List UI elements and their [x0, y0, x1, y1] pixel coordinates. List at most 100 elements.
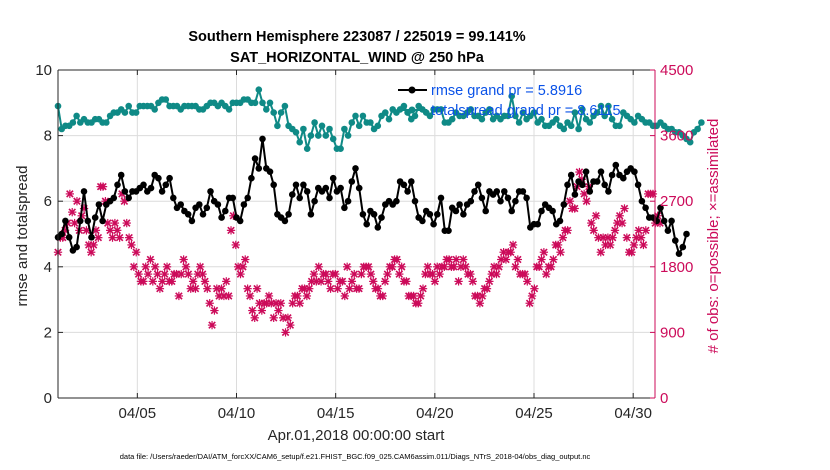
rmse-point — [605, 188, 612, 195]
obs-marker — [108, 233, 117, 242]
obs-marker — [357, 269, 366, 279]
rmse-point — [155, 174, 162, 182]
obs-marker — [72, 197, 82, 206]
rmse-point — [77, 217, 84, 225]
obs-marker — [549, 255, 558, 264]
rmse-point — [65, 234, 73, 241]
obs-marker — [122, 218, 131, 228]
totalspread-point — [303, 145, 311, 152]
obs-marker — [565, 197, 575, 206]
obs-marker — [347, 277, 357, 286]
rmse-point — [207, 188, 214, 195]
totalspread-point — [318, 122, 326, 130]
rmse-point — [482, 207, 490, 215]
obs-marker — [205, 299, 214, 308]
obs-marker — [162, 262, 172, 271]
obs-marker — [115, 233, 124, 242]
totalspread-point — [515, 119, 523, 126]
obs-marker — [132, 248, 141, 257]
totalspread-point — [359, 112, 367, 120]
obs-marker — [295, 299, 304, 308]
rmse-point — [493, 188, 501, 195]
rmse-point — [80, 188, 88, 195]
obs-marker — [333, 284, 342, 293]
rmse-point — [411, 197, 419, 205]
obs-marker — [534, 262, 544, 271]
obs-marker — [286, 320, 295, 330]
obs-marker — [283, 313, 293, 322]
obs-marker — [210, 306, 219, 315]
obs-marker — [591, 211, 601, 220]
y-tick-label-left: 6 — [44, 193, 52, 210]
rmse-point — [73, 243, 80, 251]
obs-marker — [537, 255, 546, 264]
obs-marker — [203, 284, 212, 293]
rmse-point — [675, 250, 683, 257]
rmse-point — [400, 181, 408, 189]
totalspread-point — [512, 112, 519, 120]
obs-marker — [461, 262, 470, 271]
rmse-point — [311, 197, 318, 205]
rmse-point — [564, 181, 571, 189]
obs-marker — [508, 240, 518, 250]
obs-marker — [546, 262, 556, 271]
obs-marker — [523, 277, 532, 286]
totalspread-point — [504, 112, 512, 120]
obs-marker — [648, 189, 658, 199]
rmse-point — [668, 217, 675, 225]
obs-marker — [331, 269, 340, 279]
rmse-point — [289, 191, 296, 198]
obs-marker — [475, 299, 485, 308]
rmse-point — [95, 201, 103, 208]
obs-marker — [198, 269, 207, 279]
y-tick-label-right: 0 — [660, 390, 668, 407]
rmse-point — [512, 197, 519, 205]
totalspread-point — [151, 106, 158, 113]
obs-marker — [276, 299, 285, 308]
rmse-point — [631, 168, 638, 175]
rmse-point — [601, 181, 608, 189]
obs-marker — [369, 277, 378, 286]
obs-marker — [395, 269, 404, 279]
obs-marker — [350, 269, 359, 279]
rmse-point — [404, 188, 411, 195]
obs-marker — [388, 262, 397, 271]
obs-marker — [409, 291, 418, 301]
rmse-point — [255, 165, 263, 172]
totalspread-point — [103, 119, 110, 126]
obs-marker — [124, 233, 134, 242]
legend-spread-label: totalspread grand pr = 8.6115 — [431, 103, 621, 119]
y-axis-label-left: rmse and totalspread — [14, 166, 31, 307]
totalspread-point — [567, 122, 575, 130]
totalspread-point — [448, 115, 456, 123]
obs-marker — [324, 277, 333, 286]
totalspread-point — [631, 119, 638, 126]
rmse-point — [218, 214, 225, 221]
obs-marker — [143, 269, 153, 279]
obs-marker — [153, 269, 162, 279]
axes — [57, 69, 656, 399]
obs-marker — [196, 262, 205, 271]
obs-marker — [127, 240, 136, 250]
rmse-point — [344, 197, 352, 205]
rmse-point — [597, 168, 605, 175]
rmse-point — [248, 174, 255, 182]
obs-marker — [452, 255, 461, 264]
rmse-point — [460, 211, 467, 218]
totalspread-point — [263, 106, 270, 113]
obs-marker — [326, 284, 335, 293]
totalspread-point — [125, 102, 132, 110]
rmse-point — [114, 181, 121, 189]
y-axis-label-right: # of obs: o=possible; ×=assimilated — [705, 119, 722, 354]
obs-marker — [636, 233, 646, 242]
rmse-point — [322, 184, 330, 192]
rmse-point — [270, 181, 278, 189]
totalspread-point — [277, 109, 285, 116]
obs-marker — [274, 306, 283, 315]
obs-marker — [174, 291, 184, 301]
obs-marker — [250, 313, 259, 322]
rmse-point — [236, 217, 244, 225]
obs-marker — [269, 313, 278, 322]
rmse-point — [244, 194, 251, 202]
